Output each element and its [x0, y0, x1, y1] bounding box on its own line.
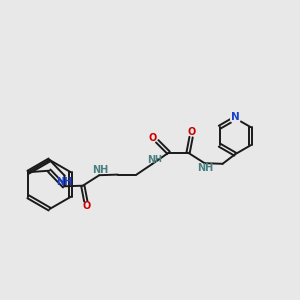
- Text: NH: NH: [197, 163, 213, 173]
- Text: NH: NH: [92, 165, 108, 175]
- Text: NH: NH: [56, 177, 72, 187]
- Text: O: O: [149, 133, 157, 143]
- Text: N: N: [147, 155, 156, 165]
- Text: H: H: [155, 155, 161, 164]
- Text: O: O: [82, 201, 91, 211]
- Text: O: O: [188, 127, 196, 137]
- Text: N: N: [231, 112, 240, 122]
